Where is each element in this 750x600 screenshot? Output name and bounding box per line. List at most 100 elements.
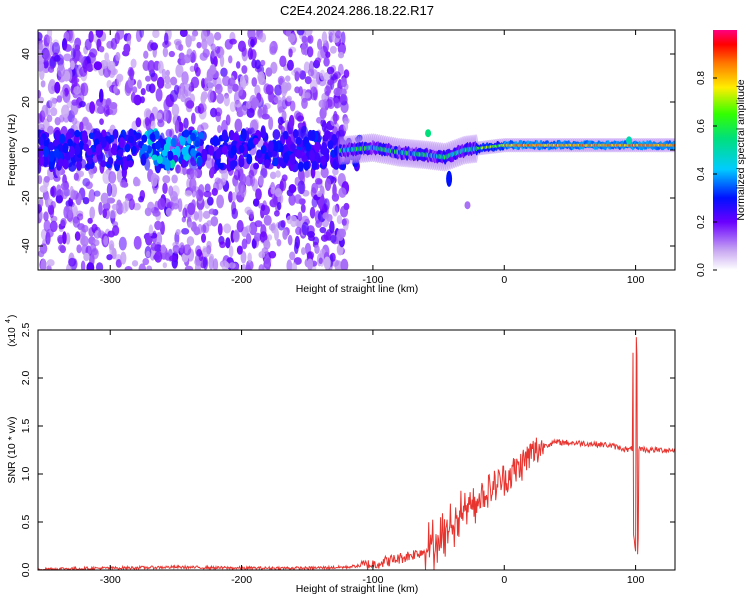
heatmap-cell [178, 52, 185, 60]
heatmap-cell [38, 60, 45, 72]
heatmap-cell [287, 234, 293, 246]
heatmap-cell [38, 42, 44, 51]
heatmap-cell [190, 76, 200, 89]
heatmap-cell [79, 66, 88, 77]
heatmap-cell [95, 30, 104, 38]
heatmap-cell [318, 257, 323, 265]
heatmap-cell [228, 55, 233, 64]
heatmap-cell [100, 59, 109, 70]
heatmap-cell [249, 49, 257, 60]
heatmap-cell [274, 227, 279, 241]
heatmap-cell [81, 224, 89, 233]
heatmap-cell [271, 150, 278, 157]
heatmap-cell [82, 196, 90, 205]
heatmap-cell [161, 68, 167, 80]
heatmap-cell [222, 75, 231, 87]
heatmap-cell [144, 117, 150, 127]
heatmap-cell [86, 262, 95, 270]
heatmap-cell [76, 160, 83, 171]
x-tick-label: 0 [501, 574, 507, 586]
heatmap-cell [74, 129, 81, 138]
heatmap-cell [233, 230, 240, 242]
heatmap-cell [323, 231, 332, 241]
heatmap-cell [170, 76, 178, 86]
heatmap-cell [273, 95, 282, 104]
heatmap-cell [164, 82, 172, 89]
heatmap-cell [199, 52, 208, 61]
heatmap-cell [322, 98, 329, 113]
heatmap-cell [228, 262, 236, 269]
heatmap-cell [70, 47, 76, 59]
heatmap-cell [295, 136, 302, 146]
heatmap-cell [38, 175, 43, 185]
heatmap-cell [89, 101, 96, 114]
heatmap-cell [221, 130, 228, 142]
heatmap-cell [67, 138, 74, 147]
heatmap-cell [162, 109, 169, 122]
heatmap-cell [70, 189, 77, 200]
heatmap-cell [86, 156, 93, 165]
heatmap-cell [155, 112, 163, 120]
heatmap-cell [53, 148, 60, 158]
heatmap-cell [191, 49, 197, 63]
heatmap-cell [187, 202, 196, 216]
heatmap-cell [343, 69, 350, 78]
heatmap-cell [321, 31, 328, 44]
heatmap-cell [282, 228, 288, 240]
heatmap-cell [49, 205, 55, 219]
heatmap-cell [256, 149, 263, 159]
heatmap-cell [71, 117, 78, 125]
heatmap-cell [269, 171, 277, 180]
heatmap-cell [38, 32, 43, 42]
heatmap-cell [41, 104, 49, 118]
heatmap-cell [239, 173, 247, 186]
heatmap-cell [252, 198, 260, 207]
heatmap-cell [150, 42, 158, 51]
heatmap-cell [113, 85, 118, 94]
heatmap-cell [235, 61, 241, 69]
heatmap-cell [68, 257, 76, 267]
heatmap-cell [127, 160, 134, 168]
heatmap-cell [221, 145, 228, 155]
heatmap-cell [183, 83, 192, 97]
heatmap-cell [61, 104, 70, 118]
heatmap-cell [268, 116, 274, 130]
heatmap-cell [208, 168, 215, 179]
heatmap-cell [43, 49, 51, 62]
heatmap-cell [66, 100, 72, 109]
heatmap-cell [207, 89, 214, 103]
heatmap-cell [275, 170, 281, 178]
heatmap-cell [232, 83, 239, 92]
heatmap-cell [156, 155, 163, 164]
spectrogram-ylabel: Frequency (Hz) [6, 114, 18, 186]
heatmap-cell [106, 197, 116, 204]
heatmap-cell [162, 175, 171, 184]
colorbar-ticks: 0.0 0.2 0.4 0.6 0.8 [696, 71, 717, 277]
heatmap-cell [206, 220, 213, 227]
heatmap-cell [209, 107, 218, 118]
y-tick-label: 2.0 [20, 371, 32, 386]
heatmap-cell [200, 30, 208, 43]
heatmap-cell [76, 244, 82, 254]
heatmap-cell [116, 169, 122, 183]
heatmap-cell [301, 35, 308, 44]
heatmap-cell [259, 231, 268, 243]
heatmap-cell [281, 95, 286, 103]
heatmap-cell [263, 214, 272, 226]
heatmap-cell [139, 30, 144, 38]
heatmap-cell [339, 93, 347, 103]
heatmap-cell [260, 204, 266, 212]
heatmap-cell [98, 45, 105, 53]
heatmap-cell [246, 153, 253, 165]
heatmap-cell [308, 60, 314, 73]
heatmap-cell [221, 168, 229, 183]
heatmap-cell [78, 170, 85, 178]
heatmap-cell [304, 30, 313, 37]
x-tick-label: 100 [627, 574, 645, 586]
heatmap-cell [219, 48, 225, 56]
heatmap-cell [180, 159, 187, 168]
spectrogram-xlabel: Height of straight line (km) [296, 283, 419, 295]
heatmap-cell [48, 151, 55, 163]
heatmap-cell [320, 166, 329, 179]
heatmap-cell [209, 253, 215, 263]
